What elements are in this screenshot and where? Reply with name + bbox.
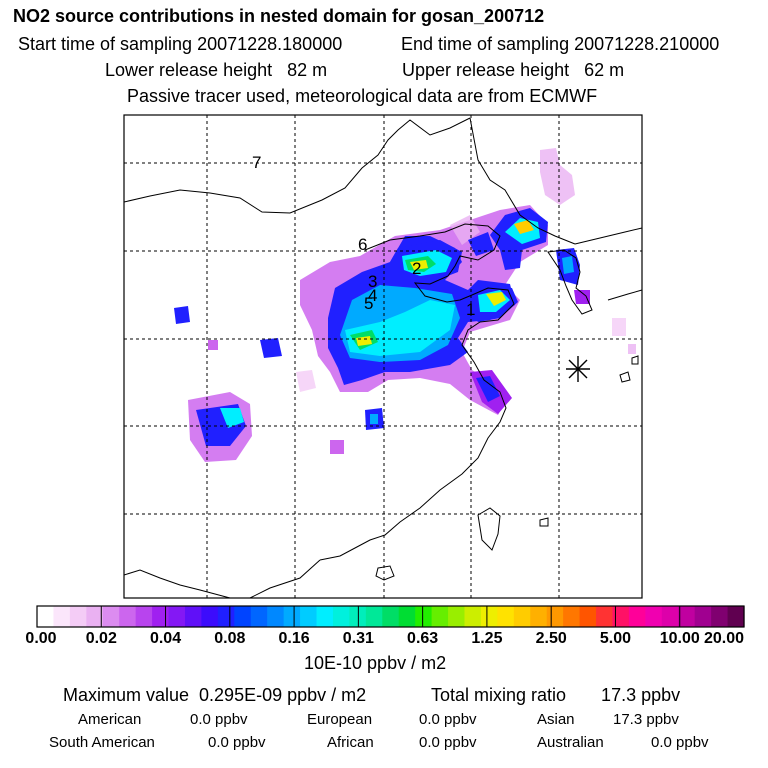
point-label-4: 4	[368, 286, 377, 305]
concentration-field	[174, 148, 636, 462]
colorbar-tick-label: 0.31	[342, 630, 374, 647]
colorbar-tick-label: 20.00	[703, 630, 745, 647]
colorbar-cell	[546, 606, 564, 627]
colorbar-cell	[612, 606, 630, 627]
point-label-7: 7	[252, 153, 261, 172]
colorbar-tick-label: 10.00	[659, 630, 700, 647]
coastlines	[123, 117, 643, 599]
colorbar-cell	[201, 606, 219, 627]
colorbar-cell	[628, 606, 646, 627]
point-label-3: 3	[368, 272, 377, 291]
colorbar-cell	[480, 606, 498, 627]
point-label-2: 2	[412, 259, 421, 278]
tracer-note: Passive tracer used, meteorological data…	[127, 86, 598, 106]
graticule	[124, 115, 642, 598]
colorbar-cell	[37, 606, 55, 627]
total-mixing-ratio: Total mixing ratio 17.3 ppbv	[431, 685, 681, 705]
upper-release-height: Upper release height 62 m	[402, 60, 625, 80]
colorbar-tick-label: 0.04	[149, 630, 182, 647]
colorbar-cell	[53, 606, 71, 627]
region-name-american: American	[78, 711, 142, 728]
colorbar-cell	[250, 606, 268, 627]
colorbar-cell	[727, 606, 745, 627]
colorbar-cell	[563, 606, 581, 627]
region-value-asian: 17.3 ppbv	[613, 711, 679, 728]
region-value-african: 0.0 ppbv	[419, 734, 477, 751]
colorbar-tick-label: 0.08	[214, 630, 246, 647]
map-frame	[123, 114, 643, 599]
colorbar-tick-label: 5.00	[599, 630, 632, 647]
colorbar-tick-label: 0.00	[25, 630, 57, 647]
plot-title: NO2 source contributions in nested domai…	[13, 6, 545, 26]
sampling-start: Start time of sampling 20071228.180000	[18, 34, 343, 54]
point-labels: 1 2 3 4 5 6 7	[252, 153, 475, 319]
lower-release-height: Lower release height 82 m	[105, 60, 328, 80]
colorbar-cell	[398, 606, 416, 627]
colorbar-tick-label: 0.63	[407, 630, 439, 647]
colorbar-cell	[168, 606, 186, 627]
colorbar-cell	[102, 606, 120, 627]
colorbar-cell	[645, 606, 663, 627]
colorbar-cell	[152, 606, 170, 627]
colorbar-cell	[69, 606, 87, 627]
colorbar-cell	[497, 606, 515, 627]
gosan-receptor-icon	[566, 356, 590, 382]
sampling-end: End time of sampling 20071228.210000	[401, 34, 720, 54]
colorbar-cell	[119, 606, 137, 627]
region-value-european: 0.0 ppbv	[419, 711, 477, 728]
point-label-6: 6	[358, 235, 367, 254]
colorbar-cell	[711, 606, 729, 627]
colorbar-tick-label: 0.02	[85, 630, 117, 647]
colorbar-cell	[365, 606, 383, 627]
colorbar-cell	[661, 606, 679, 627]
colorbar-cell	[678, 606, 696, 627]
maximum-value: Maximum value 0.295E-09 ppbv / m2	[63, 685, 367, 705]
point-label-1: 1	[466, 300, 475, 319]
colorbar-cell	[448, 606, 466, 627]
colorbar-tick-marks	[36, 606, 745, 627]
colorbar-cell	[530, 606, 548, 627]
colorbar-cell	[596, 606, 614, 627]
region-value-south-american: 0.0 ppbv	[208, 734, 266, 751]
region-name-south-american: South American	[49, 734, 155, 751]
colorbar-tick-label: 1.25	[471, 630, 503, 647]
colorbar-cell	[579, 606, 597, 627]
region-value-american: 0.0 ppbv	[190, 711, 248, 728]
colorbar-cell	[135, 606, 153, 627]
colorbar-cell	[332, 606, 350, 627]
colorbar-cell	[382, 606, 400, 627]
colorbar-cell	[513, 606, 531, 627]
region-name-european: European	[307, 711, 373, 728]
colorbar-cell	[316, 606, 334, 627]
colorbar-cell	[431, 606, 449, 627]
colorbar-cell	[184, 606, 203, 627]
colorbar-tick-label: 2.50	[535, 630, 567, 647]
region-value-australian: 0.0 ppbv	[651, 734, 709, 751]
colorbar-cell	[217, 606, 235, 627]
colorbar-cell	[234, 606, 252, 627]
colorbar-cell	[464, 606, 482, 627]
colorbar-cell	[267, 606, 285, 627]
region-name-african: African	[327, 734, 374, 751]
colorbar-cells	[37, 606, 745, 627]
point-label-5: 5	[364, 294, 373, 313]
colorbar-cell	[86, 606, 104, 627]
colorbar-tick-label: 0.16	[278, 630, 310, 647]
colorbar-cell	[415, 606, 433, 627]
colorbar-cell	[694, 606, 712, 627]
colorbar-cell	[283, 606, 301, 627]
region-name-asian: Asian	[537, 711, 575, 728]
colorbar-units: 10E-10 ppbv / m2	[304, 653, 447, 673]
colorbar-cell	[300, 606, 318, 627]
region-name-australian: Australian	[537, 734, 604, 751]
